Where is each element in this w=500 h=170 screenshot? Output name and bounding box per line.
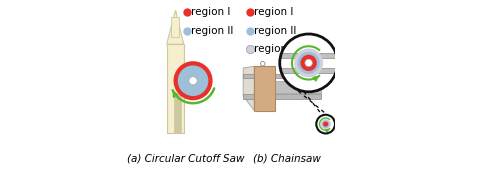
Text: region III: region III	[254, 44, 300, 54]
Circle shape	[294, 48, 323, 77]
Text: region I: region I	[254, 7, 294, 17]
Circle shape	[189, 77, 197, 85]
Text: (b) Chainsaw: (b) Chainsaw	[254, 153, 322, 163]
Bar	[243, 74, 320, 78]
Bar	[166, 44, 184, 133]
Circle shape	[305, 59, 312, 67]
Circle shape	[320, 119, 331, 129]
Polygon shape	[171, 17, 178, 37]
Circle shape	[280, 34, 338, 92]
Circle shape	[300, 55, 317, 71]
Circle shape	[174, 61, 212, 100]
Circle shape	[323, 122, 328, 127]
Circle shape	[298, 52, 320, 74]
Text: (a) Circular Cutoff Saw: (a) Circular Cutoff Saw	[128, 153, 245, 163]
Polygon shape	[166, 10, 184, 44]
Bar	[254, 66, 274, 110]
Circle shape	[322, 120, 330, 128]
Text: region I: region I	[192, 7, 230, 17]
Bar	[243, 94, 320, 99]
Text: region II: region II	[192, 26, 234, 36]
Bar	[174, 95, 181, 133]
Bar	[281, 68, 336, 73]
Circle shape	[178, 65, 208, 96]
Bar	[281, 53, 336, 58]
Text: region II: region II	[254, 26, 296, 36]
Bar	[274, 81, 320, 93]
Circle shape	[260, 62, 265, 66]
Circle shape	[316, 115, 335, 133]
Polygon shape	[243, 66, 254, 110]
